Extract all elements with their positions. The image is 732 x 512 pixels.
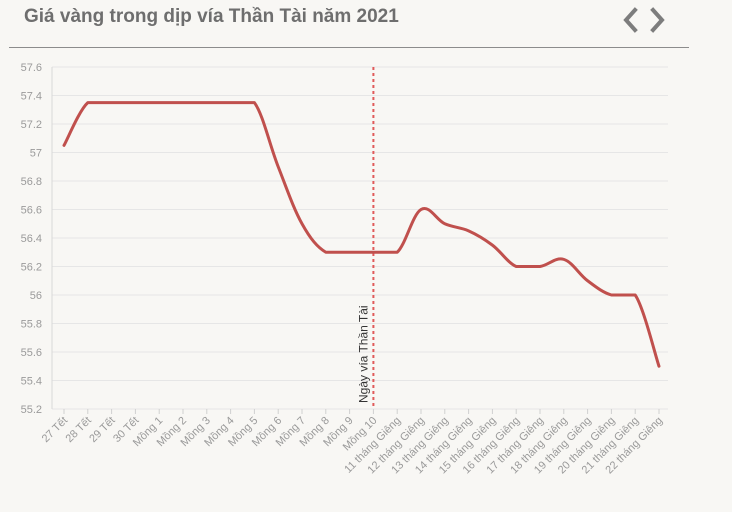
y-tick-label: 55.8 (21, 319, 42, 331)
x-tick-label: 27 Tết (40, 415, 70, 445)
chart-title: Giá vàng trong dịp vía Thần Tài năm 2021 (24, 6, 399, 27)
series-line (62, 101, 661, 368)
y-tick-label: 56 (30, 290, 42, 302)
y-tick-label: 57 (30, 148, 42, 160)
header-divider (9, 47, 689, 48)
chevron-left-icon[interactable] (618, 6, 642, 34)
x-tick-label: 28 Tết (64, 415, 94, 445)
line-chart: 55.2 55.4 55.6 55.8 56 56.2 56.4 56.6 56.8 57 57.2… (21, 62, 668, 476)
y-tick-label: 56.6 (21, 205, 42, 217)
y-tick-label: 55.2 (21, 404, 42, 416)
chevron-right-icon[interactable] (646, 6, 670, 34)
y-tick-label: 55.6 (21, 347, 42, 359)
y-tick-label: 56.4 (21, 233, 42, 245)
chart-header: Giá vàng trong dịp vía Thần Tài năm 2021 (0, 0, 732, 48)
y-tick-label: 57.2 (21, 119, 42, 131)
annotation-label: Ngày vía Thần Tài (356, 305, 370, 403)
y-tick-label: 56.8 (21, 176, 42, 188)
x-tick-label: 29 Tết (87, 415, 117, 445)
y-tick-label: 57.6 (21, 62, 42, 74)
y-tick-label: 56.2 (21, 262, 42, 274)
y-tick-label: 57.4 (21, 91, 42, 103)
y-tick-label: 55.4 (21, 376, 42, 388)
